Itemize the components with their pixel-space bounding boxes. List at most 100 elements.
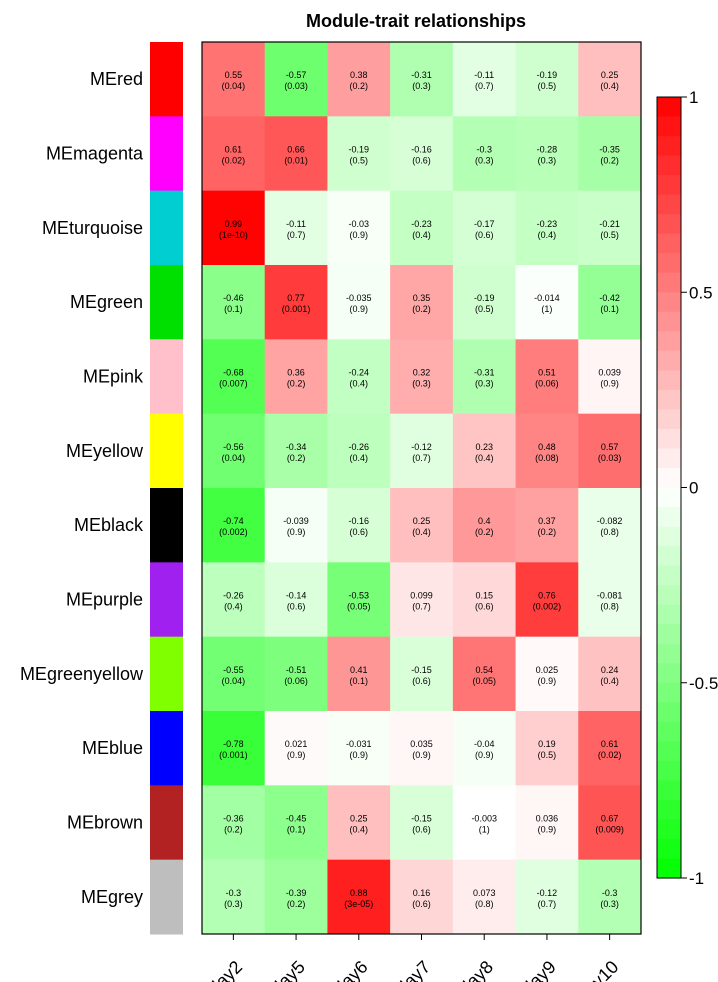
heatmap-cell (452, 636, 517, 712)
pvalue-label: (0.2) (538, 527, 557, 537)
pvalue-label: (0.002) (533, 602, 562, 612)
correlation-label: 0.37 (538, 516, 556, 526)
pvalue-label: (0.08) (535, 453, 559, 463)
legend-gradient-step (657, 194, 681, 215)
correlation-label: 0.25 (413, 516, 431, 526)
module-color-swatch (150, 785, 183, 861)
correlation-label: -0.68 (223, 368, 244, 378)
pvalue-label: (0.001) (282, 304, 311, 314)
trait-label: day6 (330, 957, 372, 982)
pvalue-label: (0.2) (412, 304, 431, 314)
pvalue-label: (0.1) (287, 825, 306, 835)
module-color-swatch (150, 265, 183, 340)
heatmap-cell (390, 785, 454, 861)
correlation-label: -0.42 (599, 293, 620, 303)
correlation-label: -0.15 (411, 814, 432, 824)
legend-gradient-step (657, 116, 681, 137)
correlation-label: -0.19 (537, 70, 558, 80)
pvalue-label: (0.6) (412, 899, 431, 909)
correlation-label: -0.31 (411, 70, 432, 80)
correlation-label: -0.014 (534, 293, 560, 303)
correlation-label: -0.16 (411, 145, 432, 155)
correlation-label: -0.04 (474, 739, 495, 749)
correlation-label: 0.4 (478, 516, 491, 526)
module-label: MEred (90, 69, 143, 89)
heatmap-cell (390, 339, 454, 415)
legend-gradient-step (657, 546, 681, 567)
pvalue-label: (0.9) (538, 676, 557, 686)
pvalue-label: (0.6) (412, 676, 431, 686)
legend-gradient-step (657, 97, 681, 118)
correlation-label: -0.39 (286, 888, 307, 898)
heatmap-cell (264, 562, 328, 638)
pvalue-label: (0.1) (224, 304, 243, 314)
legend-tick-label: 0 (689, 479, 698, 498)
heatmap-cell (202, 190, 266, 266)
legend-gradient-step (657, 799, 681, 821)
module-color-swatch (150, 636, 183, 712)
heatmap-cell (264, 859, 328, 935)
legend-gradient-step (657, 643, 681, 664)
heatmap-cell (452, 116, 517, 192)
trait-label: day5 (267, 957, 309, 982)
correlation-label: -0.26 (349, 442, 370, 452)
legend-tick-label: -1 (689, 869, 704, 888)
pvalue-label: (0.9) (287, 527, 306, 537)
legend-gradient-step (657, 311, 681, 332)
module-color-swatch (150, 413, 183, 489)
correlation-label: -0.17 (474, 219, 495, 229)
correlation-label: 0.25 (601, 70, 619, 80)
module-color-swatch (150, 711, 183, 786)
trait-label: day7 (393, 957, 435, 982)
pvalue-label: (0.2) (475, 527, 494, 537)
correlation-label: 0.67 (601, 814, 619, 824)
module-color-swatch (150, 116, 183, 192)
pvalue-label: (1e-10) (219, 230, 248, 240)
pvalue-label: (0.9) (350, 304, 369, 314)
heatmap-cell (202, 413, 266, 489)
pvalue-label: (0.5) (600, 230, 619, 240)
correlation-label: 0.25 (350, 814, 368, 824)
legend-gradient-step (657, 721, 681, 742)
heatmap-cell (264, 190, 328, 266)
legend-gradient-step (657, 819, 681, 840)
pvalue-label: (0.2) (287, 379, 306, 389)
correlation-label: -0.19 (349, 145, 370, 155)
module-color-swatch (150, 562, 183, 638)
heatmap-cell (264, 636, 328, 712)
pvalue-label: (0.4) (350, 825, 369, 835)
heatmap-cell (390, 190, 454, 266)
pvalue-label: (0.3) (475, 156, 494, 166)
correlation-label: -0.23 (537, 219, 558, 229)
heatmap-cell (202, 265, 266, 340)
pvalue-label: (0.05) (347, 602, 371, 612)
legend-tick-label: 1 (689, 88, 698, 107)
pvalue-label: (0.6) (475, 230, 494, 240)
heatmap-cell (452, 190, 517, 266)
heatmap-cell (578, 785, 642, 861)
pvalue-label: (0.5) (475, 304, 494, 314)
module-label: MEbrown (67, 813, 143, 833)
correlation-label: -0.12 (411, 442, 432, 452)
heatmap-cell (390, 562, 454, 638)
correlation-label: 0.025 (536, 665, 559, 675)
correlation-label: -0.003 (471, 814, 497, 824)
heatmap-cell (327, 785, 391, 861)
heatmap-cell (515, 265, 579, 340)
heatmap-cell (452, 339, 517, 415)
pvalue-label: (0.3) (538, 156, 557, 166)
correlation-label: 0.36 (287, 368, 305, 378)
pvalue-label: (0.02) (598, 750, 622, 760)
heatmap-cell (515, 859, 579, 935)
correlation-label: -0.78 (223, 739, 244, 749)
legend-gradient-step (657, 682, 681, 703)
pvalue-label: (0.7) (287, 230, 306, 240)
correlation-label: 0.19 (538, 739, 556, 749)
pvalue-label: (0.4) (600, 81, 619, 91)
heatmap-cell (327, 711, 391, 786)
trait-labels: day2 day5 day6 day7 day8 day9 day10 (204, 934, 622, 982)
correlation-label: 0.073 (473, 888, 496, 898)
heatmap-cell (390, 859, 454, 935)
heatmap-cell (578, 636, 642, 712)
